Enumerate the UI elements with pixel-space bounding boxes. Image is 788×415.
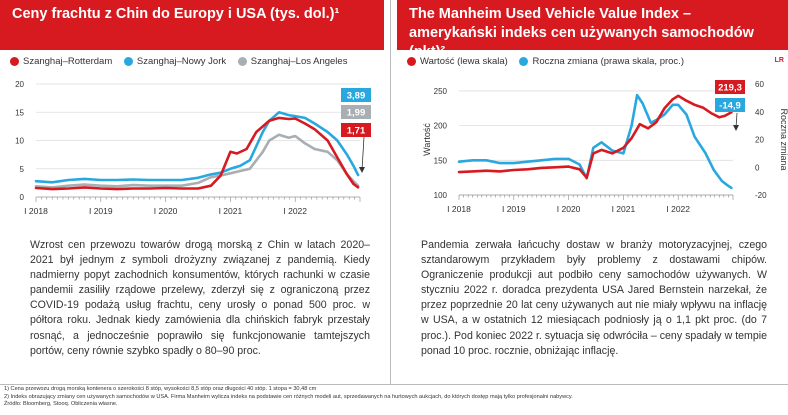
x-tick-label: I 2020	[557, 204, 581, 214]
manheim-legend: Wartość (lewa skala) Roczna zmiana (praw…	[407, 56, 784, 70]
value-badge-label: 219,3	[718, 83, 742, 94]
y-tick-label: 5	[20, 165, 25, 174]
legend-item-wartosc: Wartość (lewa skala)	[407, 56, 508, 67]
freight-panel: Ceny frachtu z Chin do Europy i USA (tys…	[0, 0, 384, 383]
badge-pointer-arrow	[359, 167, 365, 173]
legend-dot	[519, 57, 529, 66]
legend-item-nowy-jork: Szanghaj–Nowy Jork	[123, 56, 227, 67]
series-line-los-angeles	[34, 133, 360, 189]
badge-pointer-arrow	[733, 125, 739, 131]
manheim-title: The Manheim Used Vehicle Value Index – a…	[409, 6, 754, 60]
y-tick-label-left: 200	[434, 122, 448, 131]
freight-legend: Szanghaj–Rotterdam Szanghaj–Nowy Jork Sz…	[10, 56, 380, 70]
legend-dot	[407, 57, 416, 66]
freight-title: Ceny frachtu z Chin do Europy i USA (tys…	[12, 6, 340, 22]
y-tick-label-right: 20	[755, 136, 764, 145]
manheim-chart: 100 150 200 250 -20 0 20 40 60 I 2018 I 2019 I 2020…	[422, 80, 788, 214]
series-line-roczna-zmiana	[457, 93, 733, 190]
panel-divider	[390, 0, 391, 384]
value-badge-label: 3,89	[347, 91, 366, 102]
value-badge-label: -14,9	[719, 101, 741, 112]
series-line-nowy-jork	[34, 110, 360, 184]
legend-label: Szanghaj–Los Angeles	[250, 56, 348, 67]
manheim-header: The Manheim Used Vehicle Value Index – a…	[397, 0, 788, 60]
y-tick-label: 20	[15, 80, 24, 89]
footnote-source: Źródło: Bloomberg, Stooq. Obliczenia wła…	[4, 401, 118, 408]
series-line-rotterdam	[34, 116, 360, 191]
legend-item-los-angeles: Szanghaj–Los Angeles	[237, 56, 348, 67]
value-badge	[715, 98, 745, 112]
footnote-1: 1) Cena przewozu drogą morską kontenera …	[4, 386, 317, 392]
freight-header: Ceny frachtu z Chin do Europy i USA (tys…	[0, 0, 384, 50]
footnotes: 1) Cena przewozu drogą morską kontenera …	[4, 386, 573, 409]
value-badge-label: 1,99	[347, 108, 366, 119]
x-tick-label: I 2022	[283, 206, 307, 216]
x-tick-label: I 2022	[666, 204, 690, 214]
legend-dot	[10, 57, 19, 66]
y-tick-label: 0	[20, 193, 25, 202]
x-tick-label: I 2021	[219, 206, 243, 216]
freight-chart: 0 5 10 15 20 I 2018 I 2019 I 2020 I 2021 I 2022 3,…	[15, 80, 371, 216]
badge-pointer	[361, 136, 365, 171]
y-tick-label: 15	[15, 108, 24, 117]
x-tick-label: I 2020	[154, 206, 178, 216]
value-badge	[341, 88, 371, 102]
publisher-logo: LR	[774, 57, 784, 64]
freight-body-text: Wzrost cen przewozu towarów drogą morską…	[30, 239, 370, 357]
value-badge	[341, 123, 371, 137]
manheim-body-text: Pandemia zerwała łańcuchy dostaw w branż…	[421, 239, 767, 357]
legend-label: Szanghaj–Rotterdam	[23, 56, 113, 67]
series-line-wartosc	[457, 94, 733, 179]
y-tick-label-left: 250	[434, 87, 448, 96]
legend-dot	[123, 57, 133, 66]
y-tick-label-right: 60	[755, 80, 764, 89]
legend-item-rotterdam: Szanghaj–Rotterdam	[10, 56, 112, 67]
x-tick-label: I 2019	[89, 206, 113, 216]
x-tick-label: I 2018	[24, 206, 48, 216]
y-axis-label-left: Wartość	[422, 123, 432, 156]
legend-item-roczna-zmiana: Roczna zmiana (prawa skala, proc.)	[519, 56, 684, 67]
x-tick-label: I 2019	[502, 204, 526, 214]
value-badge	[715, 80, 745, 94]
y-tick-label-right: -20	[755, 191, 767, 200]
legend-dot	[237, 57, 247, 66]
y-tick-label-right: 0	[755, 163, 760, 172]
x-tick-label: I 2021	[612, 204, 636, 214]
y-tick-label-right: 40	[755, 108, 764, 117]
footnote-2: 2) Indeks obrazujący zmiany cen używanyc…	[4, 393, 573, 400]
x-tick-label: I 2018	[447, 204, 471, 214]
value-badge-label: 1,71	[347, 126, 366, 137]
value-badge	[341, 105, 371, 119]
legend-label: Szanghaj–Nowy Jork	[136, 56, 227, 67]
y-tick-label-left: 100	[434, 191, 448, 200]
legend-label: Wartość (lewa skala)	[420, 56, 508, 67]
legend-label: Roczna zmiana (prawa skala, proc.)	[532, 56, 684, 67]
y-tick-label: 10	[15, 137, 24, 146]
footer-divider	[0, 384, 788, 385]
manheim-panel: The Manheim Used Vehicle Value Index – a…	[397, 0, 788, 383]
y-tick-label-left: 150	[434, 156, 448, 165]
y-axis-label-right: Roczna zmiana	[779, 108, 788, 170]
